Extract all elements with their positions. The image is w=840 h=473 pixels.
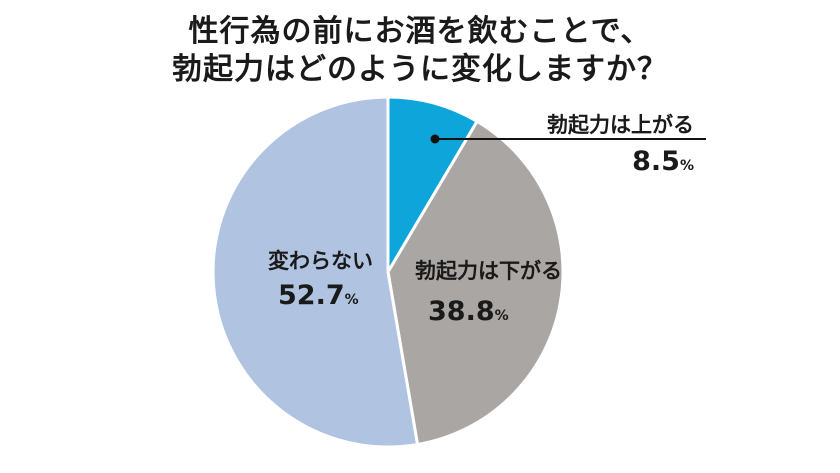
pie-slice-down: [386, 119, 565, 446]
chart-title-line-2: 勃起力はどのように変化しますか？: [172, 52, 668, 87]
chart-title-line-1: 性行為の前にお酒を飲むことで、: [188, 14, 652, 49]
slice-value-unchanged: 52.7%: [278, 280, 359, 311]
slice-value-down: 38.8%: [428, 296, 509, 327]
pie-slice-up: [386, 95, 479, 274]
slice-label-unchanged: 変わらない: [268, 249, 373, 273]
slice-value-up: 8.5%: [632, 146, 694, 177]
slice-label-up: 勃起力は上がる: [547, 113, 694, 137]
pie-slice-unchanged: [211, 95, 420, 449]
slice-label-down: 勃起力は下がる: [415, 259, 562, 283]
